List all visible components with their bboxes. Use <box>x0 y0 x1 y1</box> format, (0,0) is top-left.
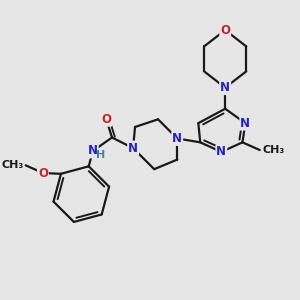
Text: O: O <box>220 24 230 37</box>
Text: N: N <box>128 142 138 154</box>
Text: O: O <box>38 167 48 179</box>
Text: H: H <box>96 150 105 160</box>
Text: CH₃: CH₃ <box>2 160 24 170</box>
Text: O: O <box>101 113 111 126</box>
Text: N: N <box>216 146 226 158</box>
Text: N: N <box>220 81 230 94</box>
Text: N: N <box>88 145 98 158</box>
Text: CH₃: CH₃ <box>262 145 285 155</box>
Text: N: N <box>172 132 182 145</box>
Text: N: N <box>240 117 250 130</box>
